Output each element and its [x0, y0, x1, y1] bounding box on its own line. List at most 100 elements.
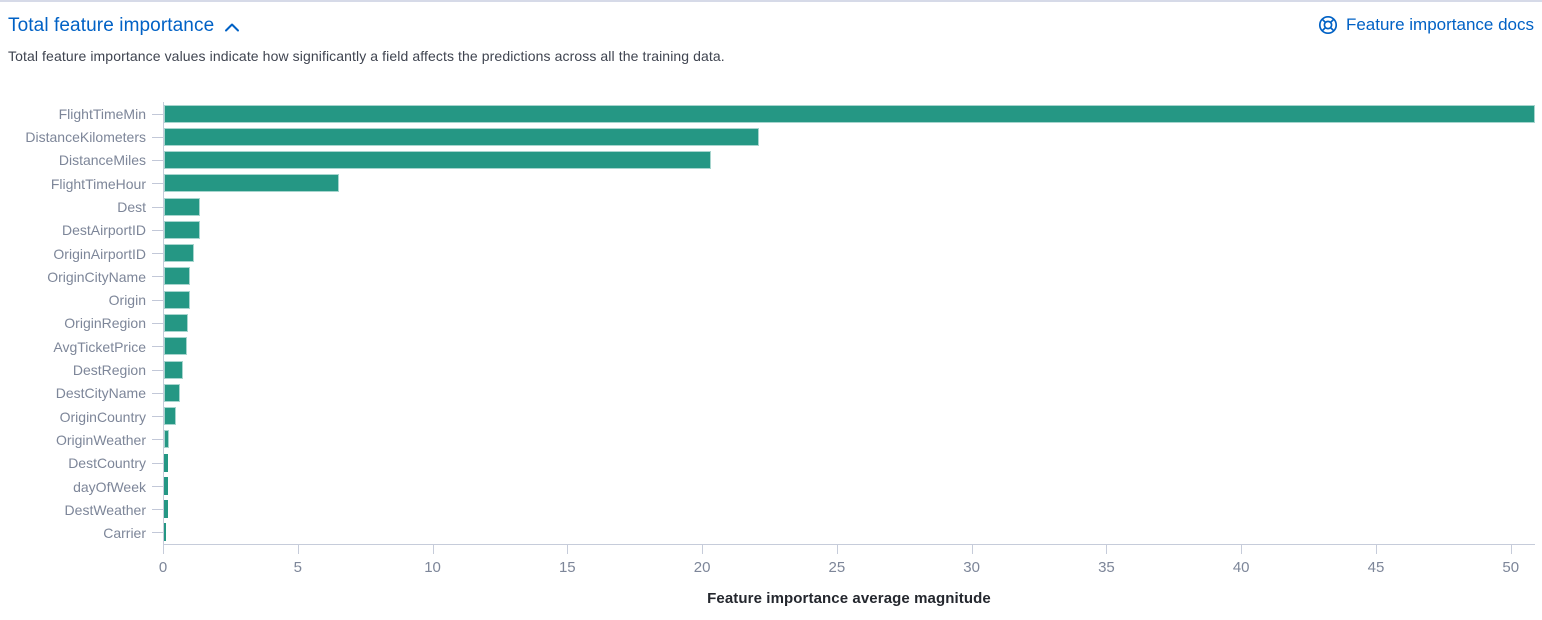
y-axis-tick — [152, 276, 163, 278]
bar-row — [152, 358, 1535, 381]
x-axis-tick-label: 30 — [963, 559, 980, 576]
x-axis-tick — [836, 545, 838, 554]
y-axis-label: FlightTimeHour — [50, 175, 146, 192]
y-axis-label: DistanceMiles — [58, 152, 146, 169]
x-axis-tick — [1241, 545, 1243, 554]
section-title[interactable]: Total feature importance — [8, 15, 215, 36]
bar-DestAirportID[interactable] — [164, 220, 200, 239]
y-axis-label: OriginCountry — [59, 408, 146, 425]
bar-row — [152, 265, 1535, 288]
bar-AvgTicketPrice[interactable] — [164, 337, 187, 356]
bar-DistanceKilometers[interactable] — [164, 127, 760, 146]
y-axis-tick — [152, 229, 163, 231]
y-axis-label: OriginWeather — [55, 432, 146, 449]
bar-DestCountry[interactable] — [164, 453, 169, 472]
y-axis-tick — [152, 462, 163, 464]
bar-DistanceMiles[interactable] — [164, 151, 711, 170]
bar-OriginCountry[interactable] — [164, 407, 176, 426]
bar-row — [152, 149, 1535, 172]
y-axis-label: DistanceKilometers — [25, 128, 146, 145]
y-axis-label: FlightTimeMin — [58, 105, 146, 122]
bar-Dest[interactable] — [164, 197, 201, 216]
bar-row — [152, 172, 1535, 195]
chevron-up-icon[interactable] — [224, 20, 240, 36]
bar-row — [152, 451, 1535, 474]
y-axis-tick — [152, 509, 163, 511]
bar-OriginRegion[interactable] — [164, 314, 188, 333]
y-axis-tick — [152, 183, 163, 185]
x-axis-tick — [297, 545, 299, 554]
bar-DestCityName[interactable] — [164, 383, 181, 402]
y-axis-tick — [152, 532, 163, 534]
bar-DestRegion[interactable] — [164, 360, 184, 379]
y-axis-label: Dest — [117, 198, 146, 215]
y-axis-tick — [152, 299, 163, 301]
x-axis-tick-label: 15 — [558, 559, 576, 576]
feature-importance-chart: FlightTimeMin DistanceKilometers DistanceM… — [0, 102, 1542, 620]
x-axis-tick — [432, 545, 434, 554]
y-axis-label: OriginAirportID — [53, 245, 146, 262]
x-axis-tick-label: 20 — [693, 559, 711, 576]
bar-row — [152, 311, 1535, 334]
x-axis-tick-label: 45 — [1367, 559, 1385, 576]
y-axis-tick — [152, 323, 163, 325]
x-axis-tick — [163, 545, 164, 554]
help-lifebuoy-icon — [1318, 15, 1338, 35]
y-axis-label: Origin — [108, 292, 146, 309]
y-axis-labels: FlightTimeMin DistanceKilometers DistanceM… — [0, 102, 146, 545]
panel-header: Total feature importance Feature importa… — [0, 2, 1542, 38]
bar-row — [152, 498, 1535, 521]
bar-row — [152, 381, 1535, 404]
bar-dayOfWeek[interactable] — [164, 476, 169, 495]
x-axis-tick — [1510, 545, 1512, 554]
y-axis-tick — [152, 392, 163, 394]
y-axis-label: OriginCityName — [47, 268, 146, 285]
y-axis-label: DestRegion — [72, 362, 146, 379]
bar-DestWeather[interactable] — [164, 500, 168, 519]
bar-OriginWeather[interactable] — [164, 430, 170, 449]
y-axis-label: OriginRegion — [64, 315, 146, 332]
bar-OriginAirportID[interactable] — [164, 244, 194, 263]
x-axis-tick — [567, 545, 569, 554]
bar-row — [152, 474, 1535, 497]
y-axis-label: dayOfWeek — [73, 478, 146, 495]
bar-row — [152, 125, 1535, 148]
docs-link-label[interactable]: Feature importance docs — [1345, 15, 1534, 34]
y-axis-tick — [152, 253, 163, 255]
x-axis-tick — [971, 545, 973, 554]
y-axis-tick — [152, 136, 163, 138]
panel-description: Total feature importance values indicate… — [8, 48, 725, 64]
x-axis-title: Feature importance average magnitude — [707, 590, 991, 607]
y-axis-tick — [152, 439, 163, 441]
y-axis-label: DestCountry — [68, 455, 146, 472]
x-axis-tick — [1106, 545, 1108, 554]
x-axis-tick-label: 40 — [1232, 559, 1250, 576]
y-axis-label: Carrier — [103, 525, 146, 542]
bar-row — [152, 521, 1535, 544]
bar-Origin[interactable] — [164, 290, 190, 309]
bar-row — [152, 335, 1535, 358]
docs-link[interactable]: Feature importance docs — [1318, 15, 1534, 35]
x-axis-tick — [1375, 545, 1377, 554]
bar-row — [152, 242, 1535, 265]
y-axis-label: DestCityName — [55, 385, 146, 402]
y-axis-label: AvgTicketPrice — [53, 338, 146, 355]
x-axis-tick-label: 50 — [1502, 559, 1520, 576]
y-axis-tick — [152, 369, 163, 371]
bar-FlightTimeMin[interactable] — [164, 104, 1535, 123]
section-toggle[interactable]: Total feature importance — [8, 15, 240, 37]
x-axis-tick-label: 0 — [158, 559, 168, 576]
x-axis: 0 5 10 15 20 25 30 35 40 45 50 — [159, 545, 1535, 590]
bar-Carrier[interactable] — [164, 523, 167, 542]
x-axis-tick-label: 10 — [424, 559, 441, 576]
bar-row — [152, 218, 1535, 241]
bar-row — [152, 428, 1535, 451]
bar-row — [152, 195, 1535, 218]
bar-OriginCityName[interactable] — [164, 267, 191, 286]
y-axis-tick — [152, 206, 163, 208]
bar-FlightTimeHour[interactable] — [164, 174, 340, 193]
bar-row — [152, 288, 1535, 311]
y-axis-tick — [152, 416, 163, 418]
plot-area — [152, 102, 1535, 545]
